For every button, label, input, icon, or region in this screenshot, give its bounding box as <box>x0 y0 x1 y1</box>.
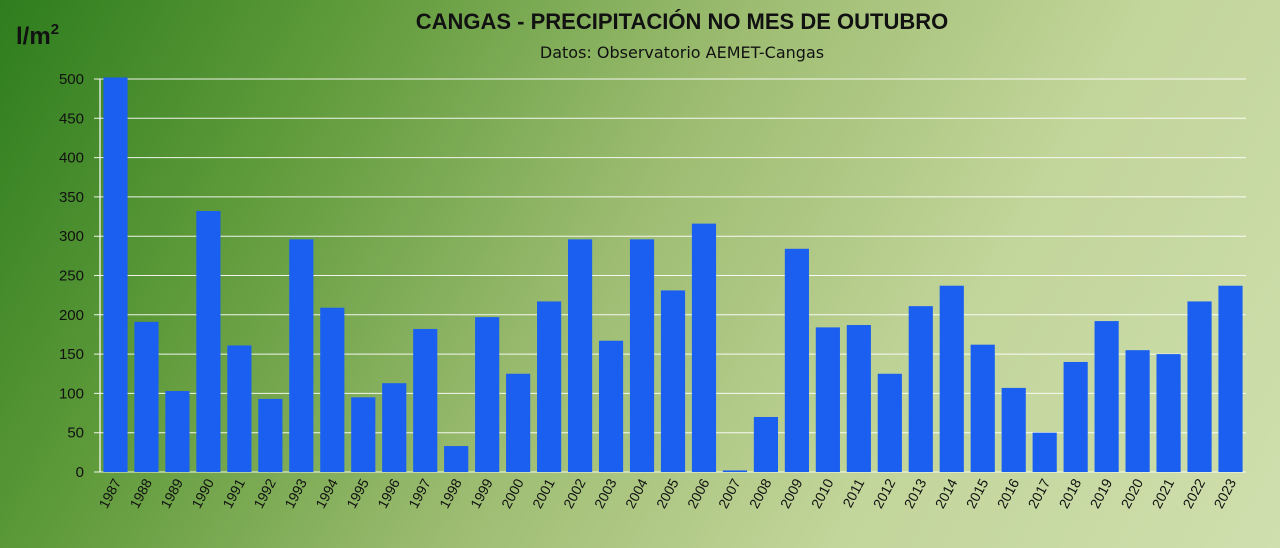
x-tick-label: 1989 <box>157 476 186 511</box>
bar-2002 <box>568 239 593 472</box>
x-tick-label: 1997 <box>405 476 434 511</box>
x-tick-label: 2012 <box>870 476 899 511</box>
y-tick-label: 500 <box>59 71 84 88</box>
bar-1993 <box>289 239 314 472</box>
bar-1991 <box>227 345 252 472</box>
x-tick-label: 2015 <box>963 476 992 511</box>
chart-subtitle: Datos: Observatorio AEMET-Cangas <box>540 43 824 62</box>
x-tick-label: 1998 <box>436 476 465 511</box>
bar-1989 <box>165 391 190 472</box>
x-tick-label: 2020 <box>1117 476 1146 511</box>
y-tick-label: 150 <box>59 346 84 363</box>
x-tick-label: 2022 <box>1179 476 1208 511</box>
bar-2004 <box>629 239 655 472</box>
x-tick-label: 2010 <box>808 476 837 511</box>
bar-1998 <box>444 446 469 472</box>
x-tick-label: 2005 <box>653 476 682 511</box>
x-tick-label: 2004 <box>622 476 651 511</box>
x-tick-label: 1988 <box>126 476 155 511</box>
x-tick-label: 2003 <box>591 476 620 511</box>
bar-1995 <box>351 397 376 472</box>
bar-1992 <box>258 398 283 472</box>
bar-2013 <box>908 306 933 472</box>
bar-2022 <box>1187 301 1212 472</box>
bar-1999 <box>475 317 500 472</box>
y-tick-label: 0 <box>76 464 84 481</box>
y-tick-label: 100 <box>59 385 84 402</box>
x-tick-label: 2002 <box>560 476 589 511</box>
chart-title: CANGAS - PRECIPITACIÓN NO MES DE OUTUBRO <box>416 9 949 34</box>
bar-2011 <box>846 325 871 472</box>
x-tick-label: 2017 <box>1025 476 1054 511</box>
x-tick-label: 1999 <box>467 476 496 511</box>
bar-2007 <box>722 470 748 472</box>
x-tick-label: 2016 <box>994 476 1023 511</box>
x-axis-tick-labels: 1987 1988 1989 1990 1991 1992 1993 1994 1995 1996… <box>95 476 1239 511</box>
x-tick-label: 2011 <box>839 476 867 510</box>
x-tick-label: 2013 <box>901 476 930 511</box>
y-axis-unit-text: l/m <box>16 23 51 50</box>
y-tick-label: 50 <box>67 425 84 442</box>
y-tick-label: 450 <box>59 110 84 127</box>
x-tick-label: 1991 <box>219 476 248 511</box>
bar-1996 <box>382 383 407 472</box>
x-tick-label: 2019 <box>1087 476 1116 511</box>
x-tick-label: 2014 <box>932 476 961 511</box>
bar-2023 <box>1218 285 1243 472</box>
bar-2001 <box>537 301 562 472</box>
x-tick-label: 1994 <box>312 476 341 511</box>
bar-2015 <box>970 344 995 472</box>
bar-2000 <box>506 373 531 472</box>
x-tick-label: 1993 <box>281 476 310 511</box>
bar-2005 <box>660 290 686 472</box>
y-tick-label: 400 <box>59 150 84 167</box>
x-tick-label: 1996 <box>374 476 403 511</box>
y-axis-unit-superscript: 2 <box>51 21 59 38</box>
x-tick-label: 2021 <box>1148 476 1177 511</box>
x-tick-label: 2018 <box>1056 476 1085 511</box>
y-tick-label: 300 <box>59 228 84 245</box>
bar-2020 <box>1125 350 1150 472</box>
x-tick-label: 1987 <box>95 476 124 511</box>
x-tick-label: 2001 <box>529 476 558 511</box>
bar-2010 <box>815 327 840 472</box>
bar-1988 <box>134 321 159 472</box>
bar-2006 <box>691 223 717 472</box>
x-tick-label: 2023 <box>1210 476 1239 511</box>
bar-2016 <box>1001 387 1026 472</box>
bar-1987 <box>103 77 128 473</box>
x-tick-label: 2007 <box>715 476 744 511</box>
x-tick-label: 1990 <box>188 476 217 511</box>
bar-2017 <box>1032 432 1057 472</box>
bar-2012 <box>877 373 902 472</box>
x-tick-label: 2006 <box>684 476 713 511</box>
x-tick-label: 1995 <box>343 476 372 511</box>
y-axis-unit-label: l/m2 <box>16 21 59 50</box>
bar-2014 <box>939 285 964 472</box>
x-tick-label: 2000 <box>498 476 527 511</box>
bar-2009 <box>784 248 809 472</box>
x-tick-label: 2009 <box>777 476 806 511</box>
bar-1997 <box>413 328 438 472</box>
bar-2008 <box>753 416 778 472</box>
bar-2003 <box>598 340 624 472</box>
bar-2019 <box>1094 321 1119 472</box>
bar-2018 <box>1063 361 1088 472</box>
x-tick-label: 1992 <box>250 476 279 511</box>
y-tick-label: 350 <box>59 189 84 206</box>
x-tick-label: 2008 <box>746 476 775 511</box>
bar-1994 <box>320 307 345 472</box>
y-tick-label: 200 <box>59 307 84 324</box>
bar-2021 <box>1156 354 1181 472</box>
y-axis-tick-labels: 0 50 100 150 200 250 300 350 400 450 500 <box>59 71 84 481</box>
y-tick-label: 250 <box>59 268 84 285</box>
bar-1990 <box>196 211 221 473</box>
bars <box>103 77 1243 473</box>
